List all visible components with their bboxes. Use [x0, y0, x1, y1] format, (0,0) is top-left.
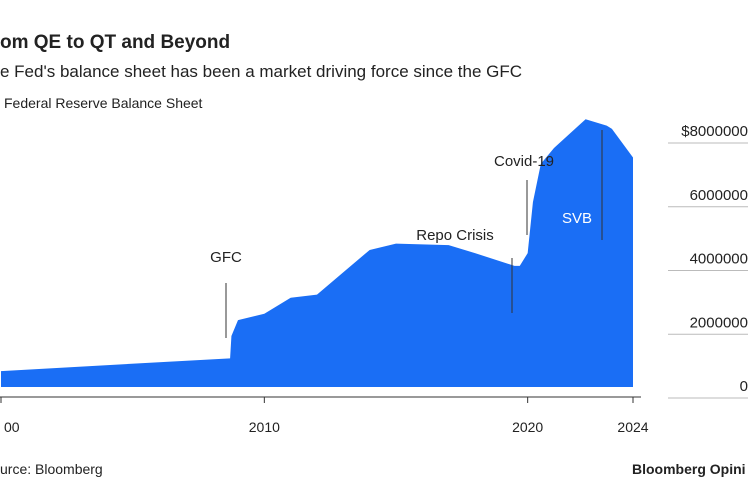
annotation-box: [559, 209, 595, 228]
x-tick-label: 00: [4, 419, 20, 435]
x-tick-label: 2024: [617, 419, 648, 435]
y-tick-label: 6000000: [690, 187, 748, 204]
annotation: GFC: [210, 249, 242, 266]
source: urce: Bloomberg: [0, 461, 103, 477]
annotation: Repo Crisis: [416, 227, 494, 244]
y-tick-label: 2000000: [690, 314, 748, 331]
y-tick-label: 0: [740, 378, 748, 395]
legend-entry: Federal Reserve Balance Sheet: [4, 95, 203, 111]
y-tick-label: 4000000: [690, 251, 748, 268]
brand: Bloomberg Opini: [632, 461, 746, 477]
chart-title: om QE to QT and Beyond: [0, 32, 230, 53]
chart-subtitle: e Fed's balance sheet has been a market …: [0, 62, 522, 81]
y-tick-label: $8000000: [681, 123, 748, 140]
x-tick-label: 2020: [512, 419, 543, 435]
annotation: Covid-19: [494, 153, 554, 170]
x-tick-label: 2010: [249, 419, 280, 435]
area: [1, 119, 633, 387]
annotation: SVB: [562, 210, 592, 227]
